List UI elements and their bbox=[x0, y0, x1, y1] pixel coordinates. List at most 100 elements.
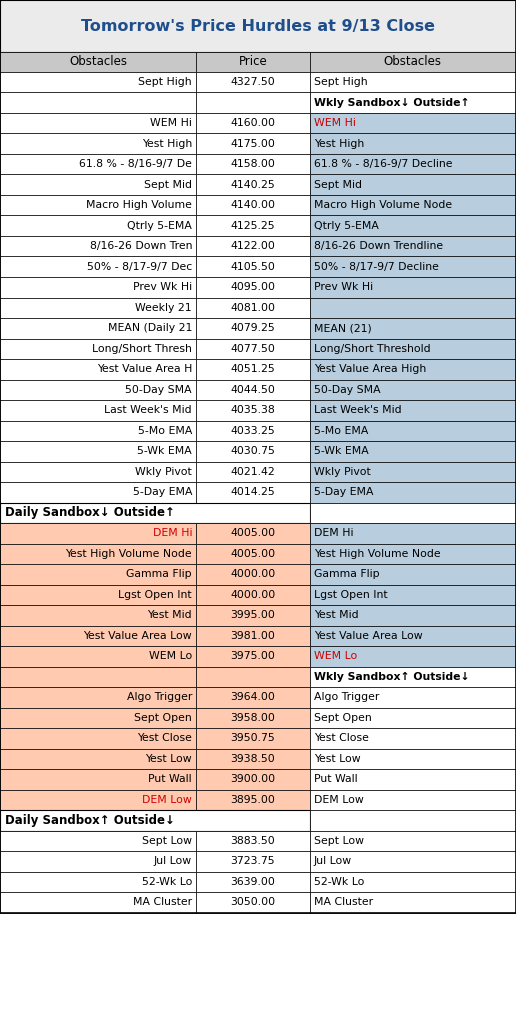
Text: 4160.00: 4160.00 bbox=[230, 118, 276, 128]
Text: Macro High Volume Node: Macro High Volume Node bbox=[314, 201, 452, 210]
Bar bbox=[196, 298, 310, 318]
Bar bbox=[0, 790, 196, 810]
Bar bbox=[310, 318, 516, 339]
Bar bbox=[196, 749, 310, 769]
Text: 50-Day SMA: 50-Day SMA bbox=[125, 385, 192, 394]
Bar bbox=[310, 810, 516, 830]
Bar bbox=[196, 544, 310, 564]
Bar bbox=[310, 626, 516, 646]
Text: MA Cluster: MA Cluster bbox=[133, 897, 192, 907]
Bar bbox=[0, 564, 196, 585]
Bar bbox=[310, 851, 516, 871]
Text: Sept Low: Sept Low bbox=[142, 836, 192, 846]
Text: 3639.00: 3639.00 bbox=[231, 877, 275, 887]
Bar bbox=[0, 667, 196, 687]
Text: 4175.00: 4175.00 bbox=[231, 138, 275, 148]
Text: 3050.00: 3050.00 bbox=[230, 897, 276, 907]
Bar bbox=[196, 728, 310, 749]
Text: 3723.75: 3723.75 bbox=[231, 856, 275, 866]
Bar bbox=[310, 72, 516, 92]
Bar bbox=[310, 749, 516, 769]
Text: 3883.50: 3883.50 bbox=[231, 836, 275, 846]
Text: Obstacles: Obstacles bbox=[69, 55, 127, 69]
Bar bbox=[0, 482, 196, 503]
Bar bbox=[196, 133, 310, 154]
Bar bbox=[0, 892, 196, 912]
Text: 4077.50: 4077.50 bbox=[231, 344, 275, 353]
Text: Sept High: Sept High bbox=[314, 77, 367, 87]
Text: Lgst Open Int: Lgst Open Int bbox=[314, 590, 387, 600]
Bar bbox=[0, 749, 196, 769]
Text: 3995.00: 3995.00 bbox=[231, 610, 275, 621]
Bar bbox=[196, 564, 310, 585]
Bar bbox=[196, 523, 310, 544]
Text: 3981.00: 3981.00 bbox=[231, 631, 275, 641]
Text: Daily Sandbox↑ Outside↓: Daily Sandbox↑ Outside↓ bbox=[5, 814, 175, 826]
Bar bbox=[196, 626, 310, 646]
Text: Daily Sandbox↓ Outside↑: Daily Sandbox↓ Outside↑ bbox=[5, 506, 175, 519]
Text: 4095.00: 4095.00 bbox=[230, 283, 276, 292]
Bar bbox=[0, 523, 196, 544]
Text: DEM Hi: DEM Hi bbox=[153, 528, 192, 539]
Bar bbox=[196, 174, 310, 195]
Bar bbox=[310, 339, 516, 359]
Bar bbox=[196, 708, 310, 728]
Bar bbox=[310, 544, 516, 564]
Bar bbox=[0, 0, 516, 912]
Text: 4140.25: 4140.25 bbox=[231, 180, 275, 189]
Bar bbox=[0, 605, 196, 626]
Bar bbox=[310, 790, 516, 810]
Bar bbox=[196, 871, 310, 892]
Bar bbox=[196, 482, 310, 503]
Bar bbox=[196, 605, 310, 626]
Text: Sept Open: Sept Open bbox=[134, 713, 192, 723]
Text: 8/16-26 Down Tren: 8/16-26 Down Tren bbox=[90, 242, 192, 251]
Bar bbox=[310, 667, 516, 687]
Bar bbox=[0, 544, 196, 564]
Text: 4030.75: 4030.75 bbox=[231, 446, 275, 457]
Bar bbox=[310, 195, 516, 215]
Text: 3975.00: 3975.00 bbox=[231, 651, 275, 662]
Bar bbox=[310, 503, 516, 523]
Text: 52-Wk Lo: 52-Wk Lo bbox=[314, 877, 364, 887]
Text: Algo Trigger: Algo Trigger bbox=[127, 692, 192, 702]
Bar bbox=[0, 851, 196, 871]
Bar bbox=[310, 462, 516, 482]
Text: Yest High Volume Node: Yest High Volume Node bbox=[66, 549, 192, 559]
Text: 3958.00: 3958.00 bbox=[231, 713, 275, 723]
Text: Yest High: Yest High bbox=[142, 138, 192, 148]
Text: Gamma Flip: Gamma Flip bbox=[126, 569, 192, 580]
Bar bbox=[310, 278, 516, 298]
Bar bbox=[310, 585, 516, 605]
Text: Sept High: Sept High bbox=[138, 77, 192, 87]
Bar bbox=[0, 708, 196, 728]
Bar bbox=[310, 113, 516, 133]
Bar bbox=[0, 72, 196, 92]
Text: WEM Lo: WEM Lo bbox=[314, 651, 357, 662]
Bar bbox=[0, 810, 310, 830]
Text: Algo Trigger: Algo Trigger bbox=[314, 692, 379, 702]
Bar bbox=[310, 708, 516, 728]
Text: 5-Wk EMA: 5-Wk EMA bbox=[137, 446, 192, 457]
Bar bbox=[0, 133, 196, 154]
Bar bbox=[0, 195, 196, 215]
Bar bbox=[196, 769, 310, 790]
Bar bbox=[310, 174, 516, 195]
Text: 4000.00: 4000.00 bbox=[230, 569, 276, 580]
Text: 50% - 8/17-9/7 Dec: 50% - 8/17-9/7 Dec bbox=[87, 262, 192, 271]
Text: DEM Low: DEM Low bbox=[142, 795, 192, 805]
Text: Wkly Pivot: Wkly Pivot bbox=[314, 467, 370, 477]
Text: DEM Low: DEM Low bbox=[314, 795, 363, 805]
Bar bbox=[196, 441, 310, 462]
Text: Yest Low: Yest Low bbox=[314, 754, 360, 764]
Bar bbox=[0, 400, 196, 421]
Text: 4051.25: 4051.25 bbox=[231, 365, 275, 374]
Text: MA Cluster: MA Cluster bbox=[314, 897, 373, 907]
Bar bbox=[196, 830, 310, 851]
Text: 5-Wk EMA: 5-Wk EMA bbox=[314, 446, 368, 457]
Text: Macro High Volume: Macro High Volume bbox=[86, 201, 192, 210]
Text: 61.8 % - 8/16-9/7 De: 61.8 % - 8/16-9/7 De bbox=[79, 160, 192, 169]
Bar bbox=[310, 441, 516, 462]
Text: Prev Wk Hi: Prev Wk Hi bbox=[314, 283, 373, 292]
Text: 4125.25: 4125.25 bbox=[231, 221, 275, 230]
